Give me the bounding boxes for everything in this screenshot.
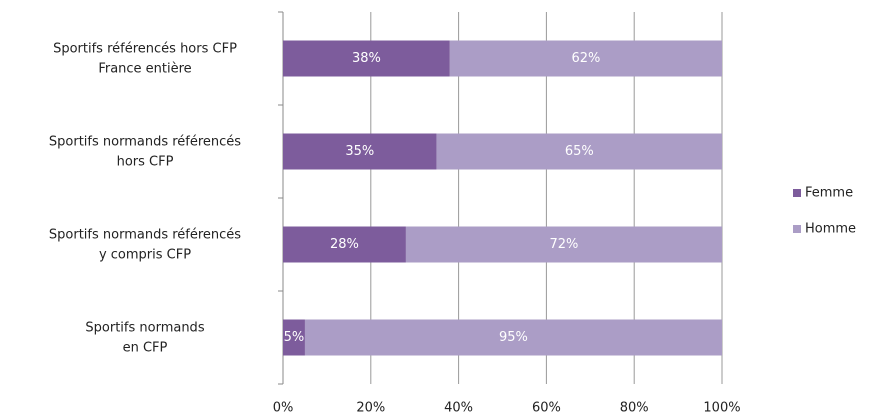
data-label: 38% [352,51,381,66]
bar-segment [283,226,406,263]
x-tick-label: 20% [356,401,385,416]
legend-swatch [793,225,801,233]
legend-swatch [793,189,801,197]
legend-label: Homme [805,222,856,237]
y-tick-label: Sportifs référencés hors CFP France entiè… [53,41,237,76]
legend-label: Femme [805,186,853,201]
data-label: 95% [499,330,528,345]
data-label: 72% [550,237,579,252]
data-label: 62% [571,51,600,66]
x-tick-label: 0% [273,401,294,416]
x-tick-label: 40% [444,401,473,416]
bar-segment [283,40,450,77]
bar-segment [449,40,722,77]
y-tick-label: Sportifs normands en CFP [85,320,204,355]
bar-segment [283,133,437,170]
bar-segment [304,319,722,356]
data-label: 28% [330,237,359,252]
bar-segment [405,226,722,263]
data-label: 35% [345,144,374,159]
x-tick-label: 100% [703,401,740,416]
y-tick-label: Sportifs normands référencés y compris CF… [49,227,241,262]
x-tick-label: 80% [620,401,649,416]
data-label: 5% [284,330,305,345]
bar-segment [436,133,722,170]
x-tick-label: 60% [532,401,561,416]
bar-segment [283,319,305,356]
data-label: 65% [565,144,594,159]
y-tick-label: Sportifs normands référencés hors CFP [49,134,241,169]
